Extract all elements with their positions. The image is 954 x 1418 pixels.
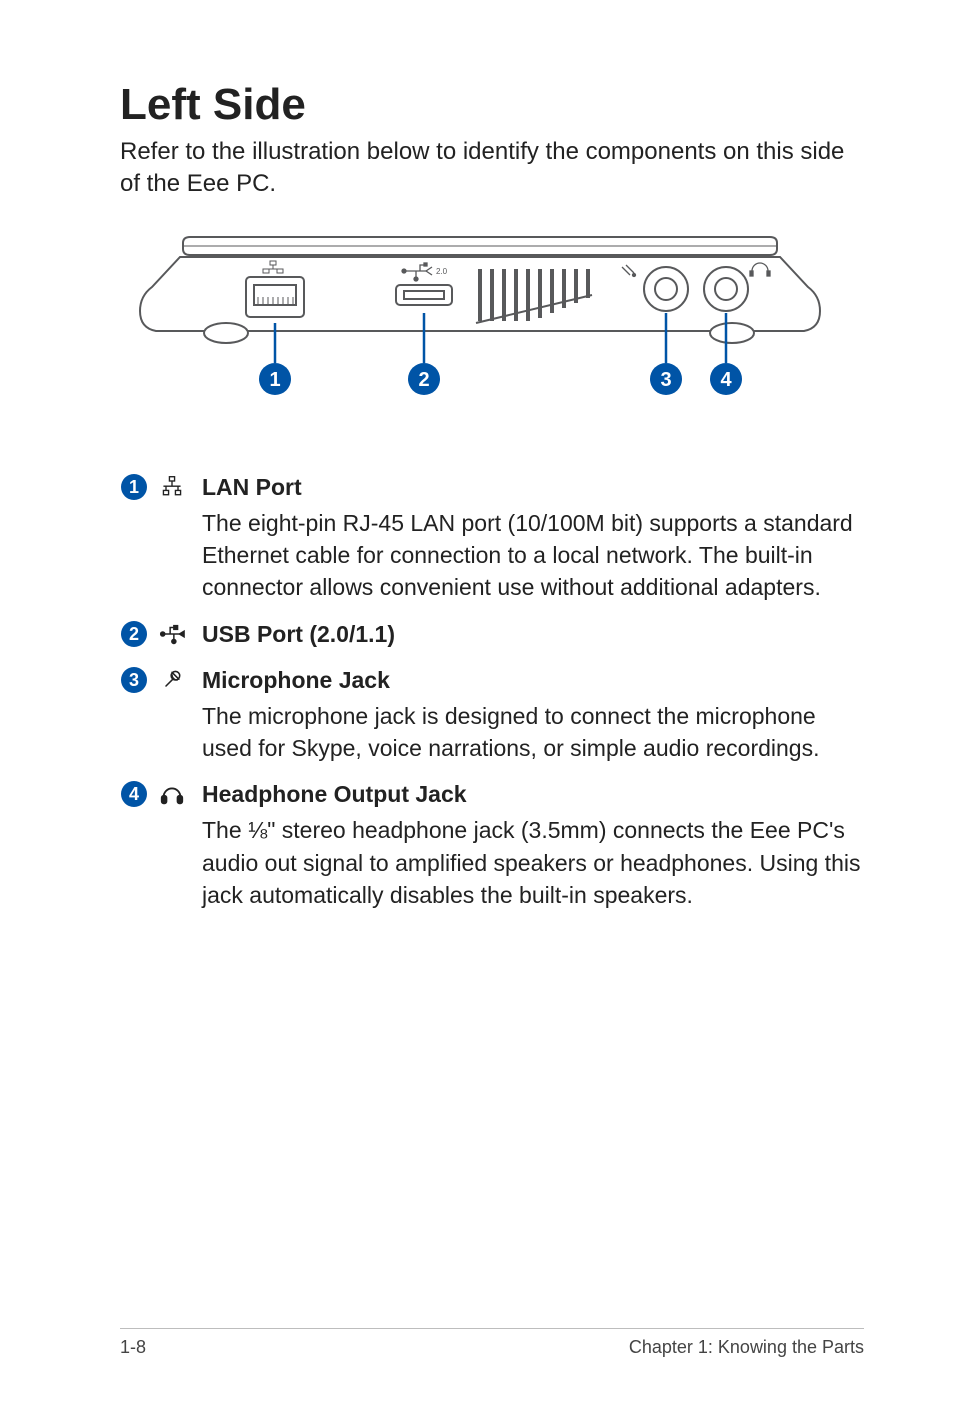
item-body: The eight-pin RJ-45 LAN port (10/100M bi… [202,507,864,604]
usb-icon [158,620,186,648]
diagram-headphone-jack [704,267,748,311]
item-title: LAN Port [202,471,864,503]
diagram-callout-2: 2 [418,369,429,391]
svg-text:3: 3 [129,670,139,690]
number-badge-1: 1 [120,473,148,501]
svg-text:4: 4 [129,784,139,804]
item-mic: 3 Microphone Jack The microphone jack is… [120,664,864,765]
intro-text: Refer to the illustration below to ident… [120,136,864,201]
item-title: Microphone Jack [202,664,864,696]
number-badge-4: 4 [120,780,148,808]
diagram-callout-1: 1 [269,369,280,391]
headphone-icon [158,780,186,808]
page: Left Side Refer to the illustration belo… [0,0,954,1418]
diagram-callout-3: 3 [660,369,671,391]
svg-text:2.0: 2.0 [436,267,448,276]
svg-text:1: 1 [129,477,139,497]
item-usb: 2 USB Port (2.0/1.1) [120,618,864,650]
left-side-diagram: 2.0 [120,231,840,441]
number-badge-2: 2 [120,620,148,648]
diagram-callout-4: 4 [720,369,732,391]
lan-port-icon [158,473,186,501]
page-title: Left Side [120,80,864,130]
item-list: 1 LAN Port The eight-pin [120,471,864,911]
item-title: USB Port (2.0/1.1) [202,618,864,650]
item-title: Headphone Output Jack [202,778,864,810]
diagram-mic-jack [644,267,688,311]
microphone-icon [158,666,186,694]
item-headphone: 4 Headphone Output Jack The ⅛" stereo he… [120,778,864,911]
item-body: The microphone jack is designed to conne… [202,700,864,764]
number-badge-3: 3 [120,666,148,694]
item-lan: 1 LAN Port The eight-pin [120,471,864,604]
footer-page-number: 1-8 [120,1337,146,1358]
page-footer: 1-8 Chapter 1: Knowing the Parts [120,1328,864,1358]
svg-text:2: 2 [129,624,139,644]
item-body: The ⅛" stereo headphone jack (3.5mm) con… [202,814,864,911]
footer-chapter: Chapter 1: Knowing the Parts [629,1337,864,1358]
